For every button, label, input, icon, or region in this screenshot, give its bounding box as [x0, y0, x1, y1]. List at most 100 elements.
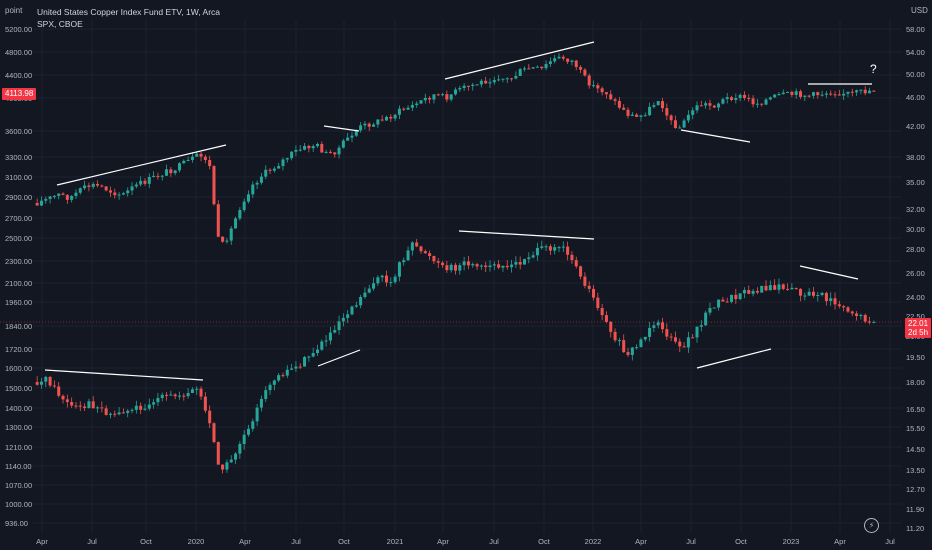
candle-body [320, 143, 324, 153]
candle-body [432, 94, 436, 100]
time-tick-label: Apr [834, 537, 846, 546]
candle-body [186, 393, 190, 397]
candle-body [501, 78, 505, 80]
legend-symbol-spx[interactable]: SPX, CBOE [37, 19, 83, 29]
candle-body [824, 292, 828, 302]
tradingview-logo-icon[interactable]: ⚡ [864, 518, 879, 533]
candle-body [367, 288, 371, 293]
candle-body [527, 257, 531, 260]
time-tick-label: Apr [635, 537, 647, 546]
right-tick-label: 54.00 [906, 48, 925, 57]
candle-body [540, 66, 544, 69]
candle-body [566, 246, 570, 255]
candle-body [617, 340, 621, 342]
candle-body [622, 107, 626, 110]
candle-body [39, 200, 43, 206]
trend-line [458, 230, 595, 240]
candle-body [781, 284, 785, 289]
left-tick-label: 4800.00 [5, 48, 32, 57]
candle-body [160, 175, 164, 177]
candle-body [824, 93, 828, 95]
candle-body [872, 321, 876, 323]
candle-body [773, 285, 777, 290]
candle-body [781, 92, 785, 95]
candle-body [100, 407, 104, 409]
candle-body [441, 94, 445, 96]
candle-body [44, 198, 48, 201]
candle-body [333, 330, 337, 333]
candle-body [859, 315, 863, 317]
right-tick-label: 13.50 [906, 466, 925, 475]
candle-body [462, 261, 466, 266]
candle-body [648, 106, 652, 116]
candle-body [518, 69, 522, 76]
left-tick-label: 1840.00 [5, 322, 32, 331]
candle-body [44, 376, 48, 382]
legend-symbol-copper[interactable]: United States Copper Index Fund ETV, 1W,… [37, 7, 221, 17]
candle-body [402, 108, 406, 110]
candle-body [173, 170, 177, 174]
candle-body [747, 97, 751, 99]
candle-body [436, 94, 440, 96]
trend-line [323, 125, 360, 132]
left-price-axis[interactable]: 5200.004800.004400.004000.003600.003300.… [5, 25, 32, 528]
time-axis[interactable]: Apr Jul Oct 2020 Apr Jul Oct 2021 Apr Jul Oct 2022 A… [36, 537, 895, 546]
candle-body [635, 347, 639, 349]
candle-body [104, 408, 108, 415]
candle-body [376, 277, 380, 284]
candle-body [497, 264, 501, 268]
candle-body [410, 105, 414, 108]
candle-body [264, 390, 268, 399]
candle-body [833, 298, 837, 305]
candle-body [691, 110, 695, 115]
candle-body [96, 407, 100, 409]
left-tick-label: 1140.00 [5, 462, 32, 471]
candle-body [423, 251, 427, 254]
candle-body [346, 314, 350, 318]
trend-line [680, 129, 751, 143]
candle-body [643, 115, 647, 117]
question-mark-annotation: ? [870, 62, 877, 76]
right-tick-label: 30.00 [906, 225, 925, 234]
left-tick-label: 3600.00 [5, 127, 32, 136]
candle-body [177, 163, 181, 171]
candle-body [768, 285, 772, 291]
candle-body [212, 166, 216, 205]
candle-body [613, 331, 617, 341]
candle-body [268, 169, 272, 171]
right-tick-label: 50.00 [906, 70, 925, 79]
candle-body [820, 292, 824, 296]
candle-body [699, 325, 703, 327]
candle-body [156, 175, 160, 177]
candle-body [699, 105, 703, 107]
copper-candles [35, 238, 876, 474]
candle-body [863, 89, 867, 94]
candle-body [208, 410, 212, 424]
candle-body [147, 404, 151, 409]
candle-body [531, 67, 535, 69]
candle-body [216, 204, 220, 237]
candle-body [721, 299, 725, 302]
right-tick-label: 15.50 [906, 424, 925, 433]
candle-body [35, 203, 39, 206]
candle-body [428, 97, 432, 100]
candle-body [514, 262, 518, 265]
candle-body [682, 120, 686, 128]
candle-body [846, 91, 850, 94]
right-price-axis[interactable]: 58.00 54.00 50.00 46.00 42.00 38.00 35.00 32.00… [906, 25, 925, 533]
candle-body [139, 180, 143, 185]
candle-body [553, 58, 557, 62]
candle-body [751, 290, 755, 294]
candle-body [570, 254, 574, 261]
candle-body [134, 405, 138, 410]
left-tick-label: 3100.00 [5, 173, 32, 182]
candle-body [466, 261, 470, 266]
candle-body [74, 192, 78, 196]
candle-body [544, 64, 548, 69]
candle-body [225, 462, 229, 470]
candle-body [48, 196, 52, 199]
trend-line [44, 369, 204, 381]
candle-body [285, 158, 289, 160]
trend-line [696, 348, 772, 369]
